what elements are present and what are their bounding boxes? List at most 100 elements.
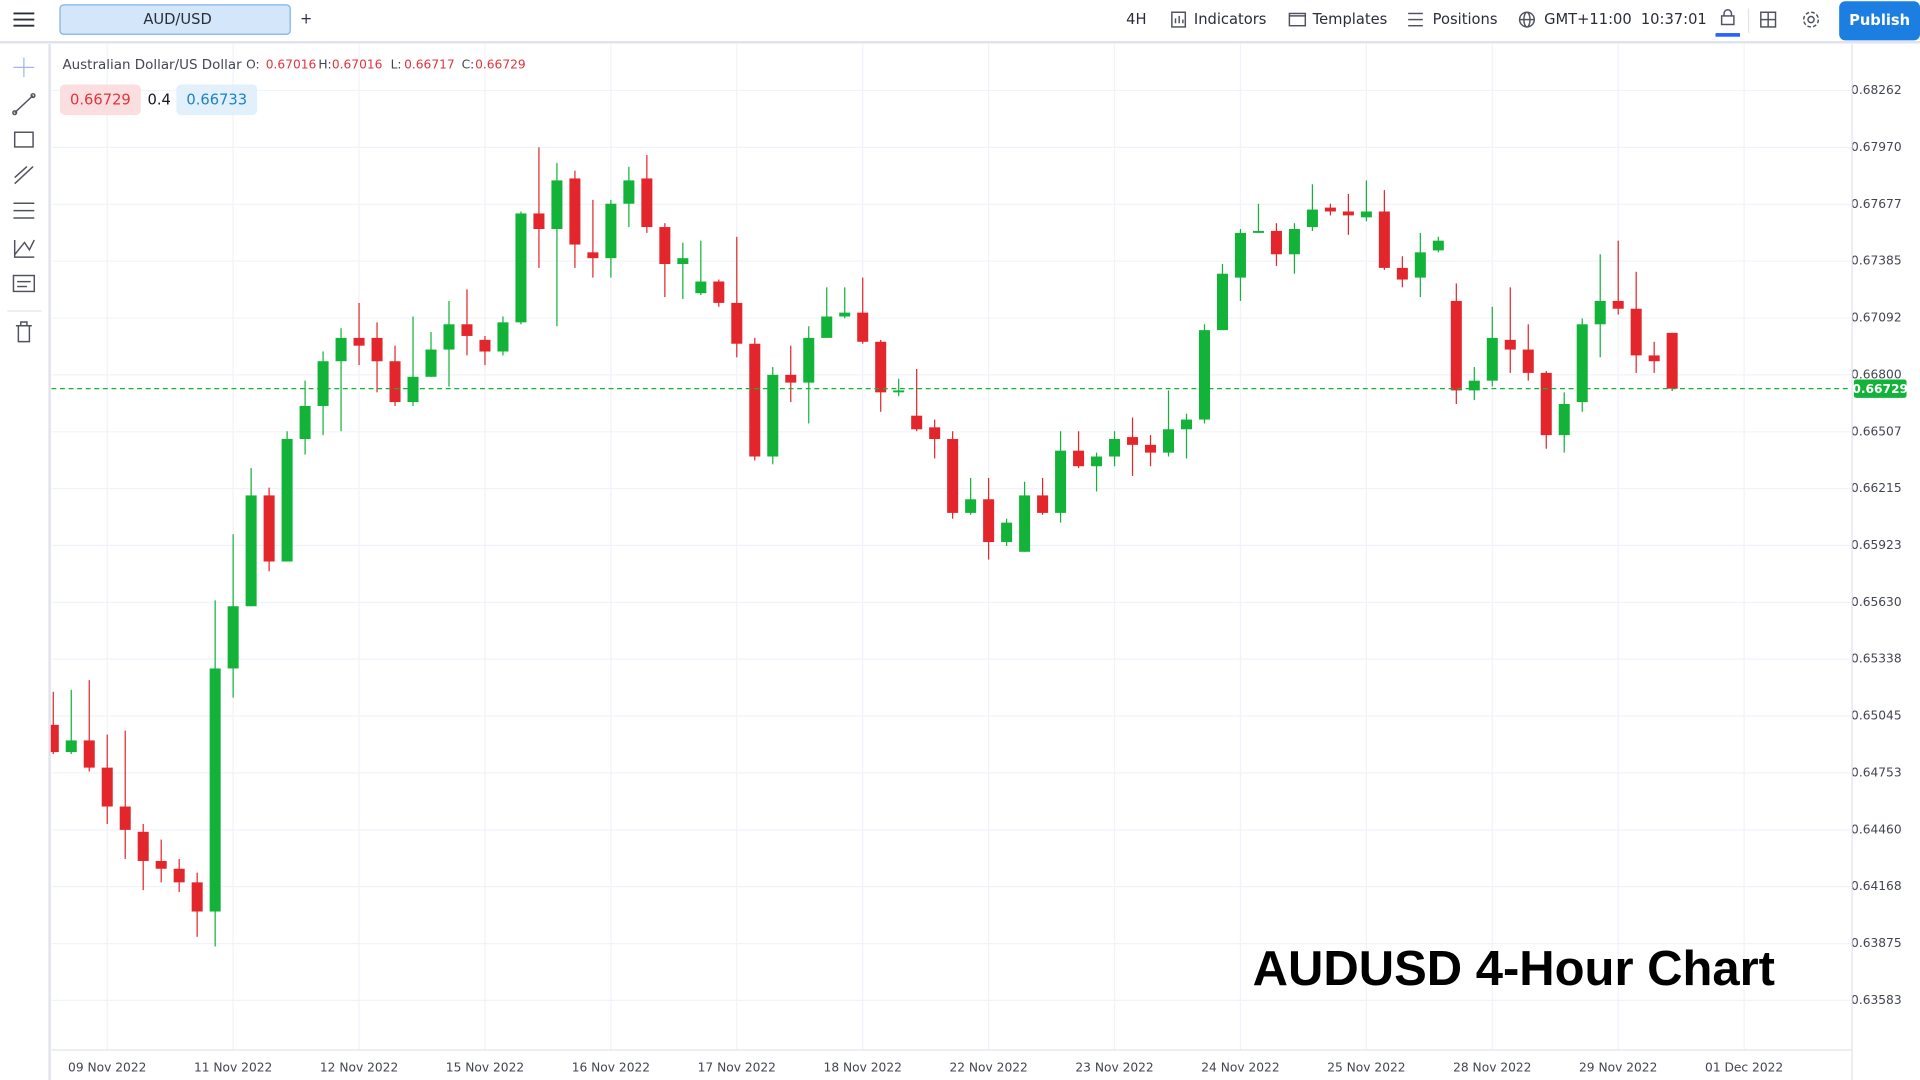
y-tick-label: 0.68262 (1851, 83, 1902, 97)
candle-body (1127, 437, 1139, 445)
candle-body (1558, 404, 1570, 436)
x-tick-label: 01 Dec 2022 (1705, 1060, 1783, 1074)
y-tick-label: 0.66800 (1851, 367, 1902, 381)
timezone[interactable]: GMT+11:00 (1544, 11, 1632, 28)
lock-button[interactable] (1715, 9, 1740, 37)
candle-body (1666, 332, 1678, 389)
y-tick-label: 0.65045 (1851, 709, 1902, 723)
candle-body (1055, 450, 1067, 513)
crosshair-tool[interactable] (13, 57, 35, 78)
channel-tool[interactable] (14, 165, 34, 185)
symbol-tab-label[interactable]: AUD/USD (143, 11, 211, 28)
clock: 10:37:01 (1641, 11, 1707, 28)
legend-high-label: H: (318, 57, 331, 71)
candle-body (1234, 232, 1246, 278)
candle-body (1216, 273, 1228, 331)
candle-body (1468, 380, 1480, 391)
candle-body (1360, 211, 1372, 218)
sell-button[interactable] (60, 84, 141, 116)
candle-body (1594, 300, 1606, 325)
candle-body (1396, 267, 1408, 280)
candle-body (551, 180, 563, 230)
candle-body (749, 343, 761, 457)
menu-button[interactable] (13, 12, 35, 27)
publish-button[interactable] (1839, 1, 1920, 41)
candle-body (569, 178, 581, 245)
add-tab[interactable]: + (300, 11, 312, 28)
layout-button[interactable] (1760, 11, 1777, 28)
text-tool[interactable] (12, 274, 36, 293)
bid-price[interactable]: 0.66729 (70, 91, 131, 108)
y-tick-label: 0.67385 (1851, 254, 1902, 268)
x-tick-label: 23 Nov 2022 (1075, 1060, 1153, 1074)
positions-button[interactable]: Positions (1433, 11, 1498, 28)
x-tick-label: 22 Nov 2022 (949, 1060, 1027, 1074)
candle-body (641, 178, 653, 228)
pattern-tool[interactable] (13, 239, 35, 258)
candle-body (1612, 300, 1624, 309)
x-tick-label: 15 Nov 2022 (446, 1060, 524, 1074)
plot: 0.68262 0.67970 0.67677 0.67385 0.67092 0.668… (47, 44, 1908, 1080)
buy-button[interactable] (176, 84, 258, 116)
left-toolbar (0, 44, 49, 1080)
candle-body (209, 668, 221, 912)
last-price-box (1853, 379, 1907, 398)
templates-button[interactable]: Templates (1312, 11, 1388, 28)
templates-icon[interactable] (1288, 12, 1307, 27)
candle-body (515, 213, 527, 323)
indicators-button[interactable]: Indicators (1194, 11, 1267, 28)
y-tick-label: 0.67970 (1851, 140, 1902, 154)
candle-body (83, 740, 95, 768)
interval[interactable]: 4H (1126, 11, 1146, 28)
candle-body (65, 740, 77, 753)
candle-body (587, 252, 599, 259)
candle-body (47, 724, 59, 753)
candle-body (389, 361, 401, 403)
candle-body (623, 180, 635, 204)
candle-body (371, 337, 383, 362)
publish-label[interactable]: Publish (1849, 12, 1910, 29)
candle-body (317, 361, 329, 406)
fib-tool[interactable] (13, 202, 35, 219)
candle-body (137, 831, 149, 861)
candle-body (263, 495, 275, 562)
y-tick-label: 0.66507 (1851, 424, 1902, 438)
candle-body (497, 322, 509, 352)
candle-body (1306, 209, 1318, 228)
candle-body (947, 439, 959, 513)
candle-body (659, 227, 671, 265)
legend-close: 0.66729 (475, 57, 526, 71)
delete-tool[interactable] (15, 321, 32, 343)
candle-body (605, 203, 617, 259)
x-tick-label: 29 Nov 2022 (1579, 1060, 1657, 1074)
candle-body (227, 606, 239, 669)
x-tick-label: 11 Nov 2022 (194, 1060, 272, 1074)
legend-open: 0.67016 (266, 57, 317, 71)
candle-body (245, 495, 257, 607)
candle-body (893, 390, 905, 393)
candle-body (1324, 207, 1336, 212)
candle-body (443, 324, 455, 350)
rectangle-tool[interactable] (13, 131, 34, 148)
ask-price[interactable]: 0.66733 (186, 91, 247, 108)
trend-line-tool[interactable] (12, 92, 36, 116)
positions-icon[interactable] (1408, 12, 1423, 27)
candle-body (1252, 230, 1264, 233)
candle-body (713, 281, 725, 303)
indicators-icon[interactable] (1171, 11, 1187, 28)
candle-body (1001, 522, 1013, 543)
x-tick-label: 18 Nov 2022 (824, 1060, 902, 1074)
candle-body (533, 213, 545, 230)
symbol-tab[interactable] (59, 4, 291, 35)
x-tick-label: 09 Nov 2022 (68, 1060, 146, 1074)
candle-body (119, 806, 131, 830)
globe-icon[interactable] (1518, 11, 1536, 28)
y-tick-label: 0.63875 (1851, 936, 1902, 950)
candle-body (695, 281, 707, 294)
y-tick-label: 0.64753 (1851, 765, 1902, 779)
y-tick-label: 0.67677 (1851, 197, 1902, 211)
y-tick-label: 0.64168 (1851, 879, 1902, 893)
settings-button[interactable] (1802, 11, 1820, 28)
